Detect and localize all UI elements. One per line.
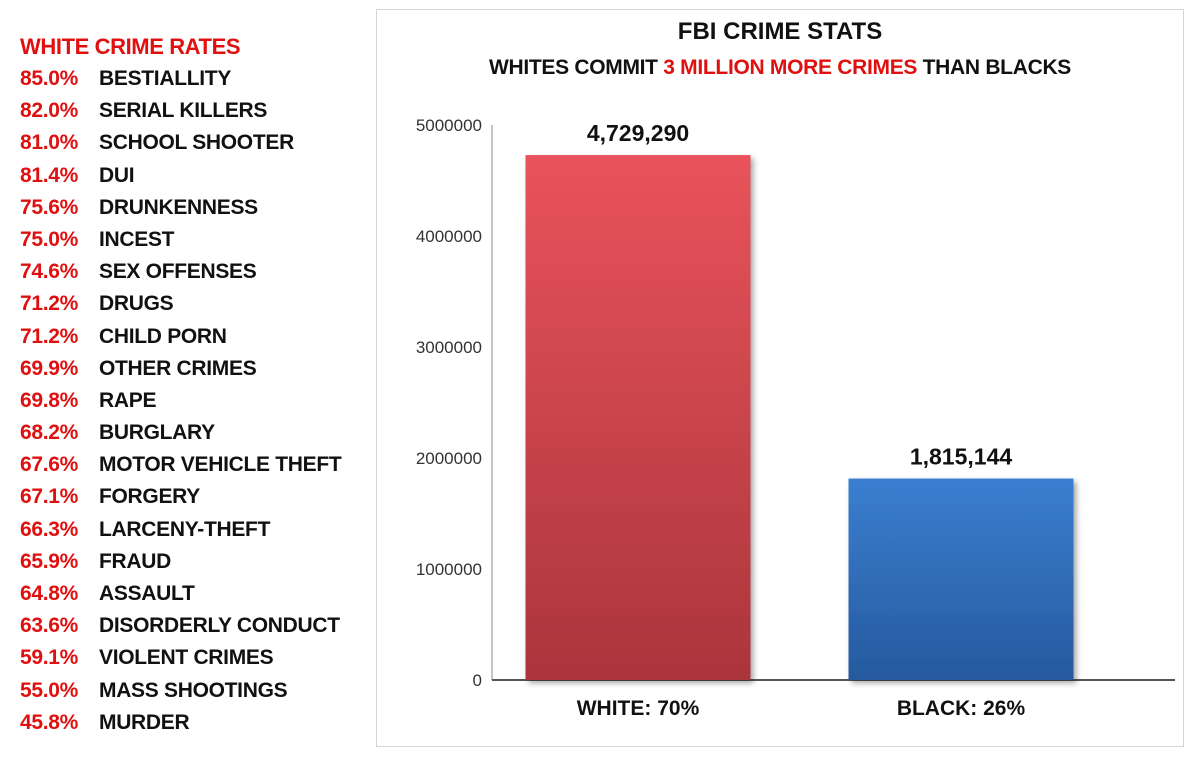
rate-label: DRUNKENNESS — [99, 195, 258, 219]
rate-label: BURGLARY — [99, 421, 215, 445]
rate-label: FRAUD — [99, 549, 171, 573]
y-tick-label: 0 — [473, 671, 482, 690]
rate-label: SERIAL KILLERS — [99, 99, 268, 123]
rate-label: VIOLENT CRIMES — [99, 646, 274, 670]
y-tick-label: 4000000 — [416, 227, 482, 246]
y-tick-label: 5000000 — [416, 116, 482, 135]
rate-row: 59.1% VIOLENT CRIMES — [20, 642, 375, 674]
rate-row: 67.1% FORGERY — [20, 481, 375, 513]
rate-percent: 75.0% — [20, 227, 79, 251]
rate-row: 65.9% FRAUD — [20, 546, 375, 578]
bar-white — [525, 155, 751, 680]
bar-value-label: 4,729,290 — [587, 120, 689, 146]
rate-percent: 85.0% — [20, 67, 79, 90]
rate-row: 75.6% DRUNKENNESS — [20, 192, 375, 224]
rate-percent: 69.8% — [20, 388, 79, 412]
rate-label: ASSAULT — [99, 582, 195, 605]
rate-row: 71.2% DRUGS — [20, 288, 375, 320]
rate-label: SEX OFFENSES — [99, 260, 257, 284]
rate-percent: 65.9% — [20, 549, 79, 573]
rate-label: BESTIALLITY — [99, 67, 232, 90]
rate-rows: 85.0% BESTIALLITY 82.0% SERIAL KILLERS 81.0%… — [20, 63, 375, 739]
rate-label: SCHOOL SHOOTER — [99, 131, 294, 155]
rate-row: 45.8% MURDER — [20, 707, 375, 739]
rate-percent: 67.1% — [20, 485, 79, 509]
rate-percent: 66.3% — [20, 517, 79, 541]
subtitle-before: WHITES COMMIT — [488, 56, 664, 79]
rate-label: DISORDERLY CONDUCT — [99, 614, 340, 638]
rate-row: 82.0% SERIAL KILLERS — [20, 95, 375, 127]
rate-percent: 82.0% — [20, 99, 79, 123]
rate-percent: 74.6% — [20, 260, 79, 284]
rate-label: LARCENY-THEFT — [99, 517, 271, 541]
bars: 4,729,290 WHITE: 70% 1,815,144 BLACK: 26% — [525, 120, 1074, 720]
chart-title: FBI CRIME STATS — [677, 18, 883, 45]
list-title: WHITE CRIME RATES — [20, 34, 241, 59]
rate-percent: 75.6% — [20, 195, 79, 219]
rate-row: 69.8% RAPE — [20, 385, 375, 417]
rate-row: 81.0% SCHOOL SHOOTER — [20, 127, 375, 159]
category-label: WHITE: 70% — [577, 697, 700, 720]
category-label: BLACK: 26% — [897, 697, 1026, 720]
rate-row: 55.0% MASS SHOOTINGS — [20, 675, 375, 707]
rate-row: 68.2% BURGLARY — [20, 417, 375, 449]
rate-percent: 59.1% — [20, 646, 79, 670]
subtitle-after: THAN BLACKS — [917, 56, 1072, 79]
rate-row: 67.6% MOTOR VEHICLE THEFT — [20, 449, 375, 481]
rate-percent: 67.6% — [20, 453, 79, 477]
rate-label: INCEST — [99, 227, 175, 251]
rate-percent: 81.4% — [20, 163, 79, 187]
rate-row: 63.6% DISORDERLY CONDUCT — [20, 610, 375, 642]
rate-label: CHILD PORN — [99, 324, 227, 348]
rate-percent: 45.8% — [20, 710, 79, 734]
rate-label: DRUGS — [99, 292, 174, 316]
y-tick-label: 3000000 — [416, 338, 482, 357]
chart-subtitle: WHITES COMMIT 3 MILLION MORE CRIMES THAN… — [376, 56, 1184, 80]
rate-row: 71.2% CHILD PORN — [20, 321, 375, 353]
rate-row: 75.0% INCEST — [20, 224, 375, 256]
y-tick-label: 1000000 — [416, 560, 482, 579]
rate-row: 81.4% DUI — [20, 160, 375, 192]
rate-percent: 69.9% — [20, 356, 79, 380]
rate-row: 66.3% LARCENY-THEFT — [20, 514, 375, 546]
bar-value-label: 1,815,144 — [910, 444, 1013, 470]
rate-row: 85.0% BESTIALLITY — [20, 63, 375, 95]
rate-percent: 81.0% — [20, 131, 79, 155]
subtitle-highlight: 3 MILLION MORE CRIMES — [663, 56, 918, 79]
rate-label: DUI — [99, 163, 135, 187]
rate-percent: 71.2% — [20, 324, 79, 348]
rate-percent: 64.8% — [20, 582, 79, 605]
rate-label: MASS SHOOTINGS — [99, 678, 288, 702]
rate-row: 64.8% ASSAULT — [20, 578, 375, 610]
rate-label: FORGERY — [99, 485, 200, 509]
rate-label: MOTOR VEHICLE THEFT — [99, 453, 342, 477]
rate-percent: 71.2% — [20, 292, 79, 316]
y-tick-label: 2000000 — [416, 449, 482, 468]
rate-label: RAPE — [99, 388, 157, 412]
bar-black — [848, 478, 1074, 680]
rate-label: OTHER CRIMES — [99, 356, 257, 380]
y-axis-ticks: 0 1000000 2000000 3000000 4000000 5000000 — [416, 116, 482, 690]
rate-percent: 68.2% — [20, 421, 79, 445]
white-crime-rates-list: WHITE CRIME RATES 85.0% BESTIALLITY 82.0% S… — [20, 32, 375, 739]
rate-percent: 63.6% — [20, 614, 79, 638]
rate-label: MURDER — [99, 710, 190, 734]
rate-row: 74.6% SEX OFFENSES — [20, 256, 375, 288]
rate-row: 69.9% OTHER CRIMES — [20, 353, 375, 385]
rate-percent: 55.0% — [20, 678, 79, 702]
